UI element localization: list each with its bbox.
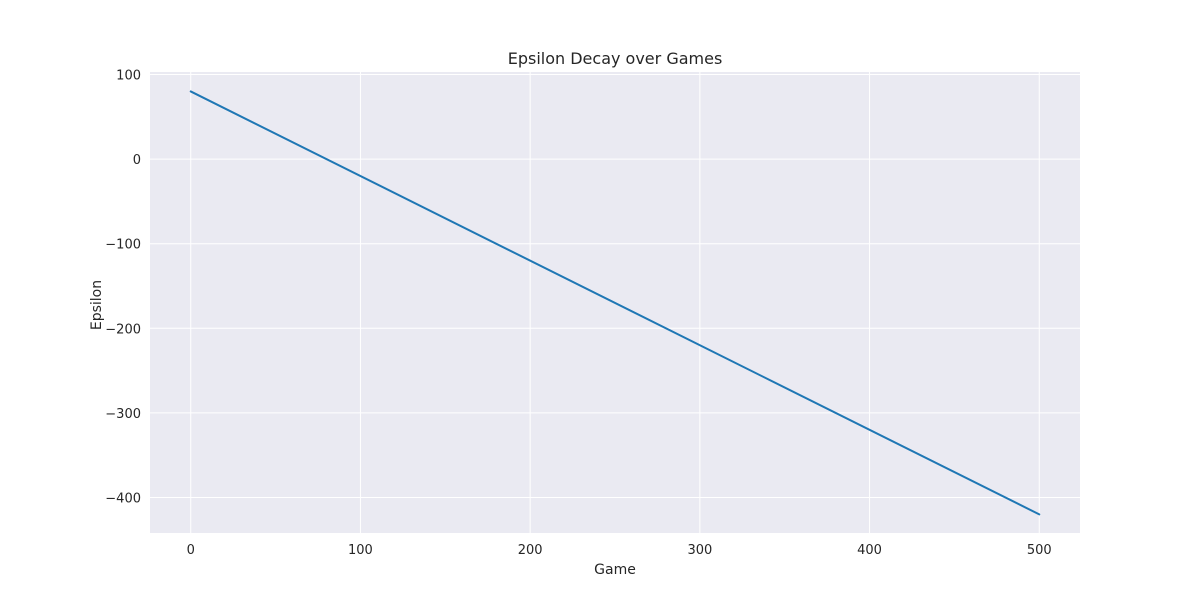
grid-lines [150, 72, 1080, 533]
x-axis-label: Game [594, 562, 636, 578]
x-tick-labels: 0 100 200 300 400 500 [187, 543, 1052, 558]
x-tick-label: 300 [687, 543, 712, 558]
epsilon-series-line [189, 90, 1041, 516]
y-tick-label: −200 [105, 322, 141, 337]
x-tick-label: 100 [348, 543, 373, 558]
x-tick-label: 200 [518, 543, 543, 558]
y-tick-label: −100 [105, 238, 141, 253]
y-tick-label: 100 [116, 69, 141, 84]
y-tick-label: −400 [105, 491, 141, 506]
y-tick-label: 0 [133, 153, 141, 168]
series-layer [189, 90, 1041, 516]
chart-title: Epsilon Decay over Games [508, 49, 723, 68]
x-tick-label: 400 [857, 543, 882, 558]
y-tick-label: −300 [105, 407, 141, 422]
x-tick-label: 500 [1027, 543, 1052, 558]
y-axis-label: Epsilon [89, 280, 105, 330]
x-tick-label: 0 [187, 543, 195, 558]
y-tick-labels: 100 0 −100 −200 −300 −400 [105, 69, 141, 507]
